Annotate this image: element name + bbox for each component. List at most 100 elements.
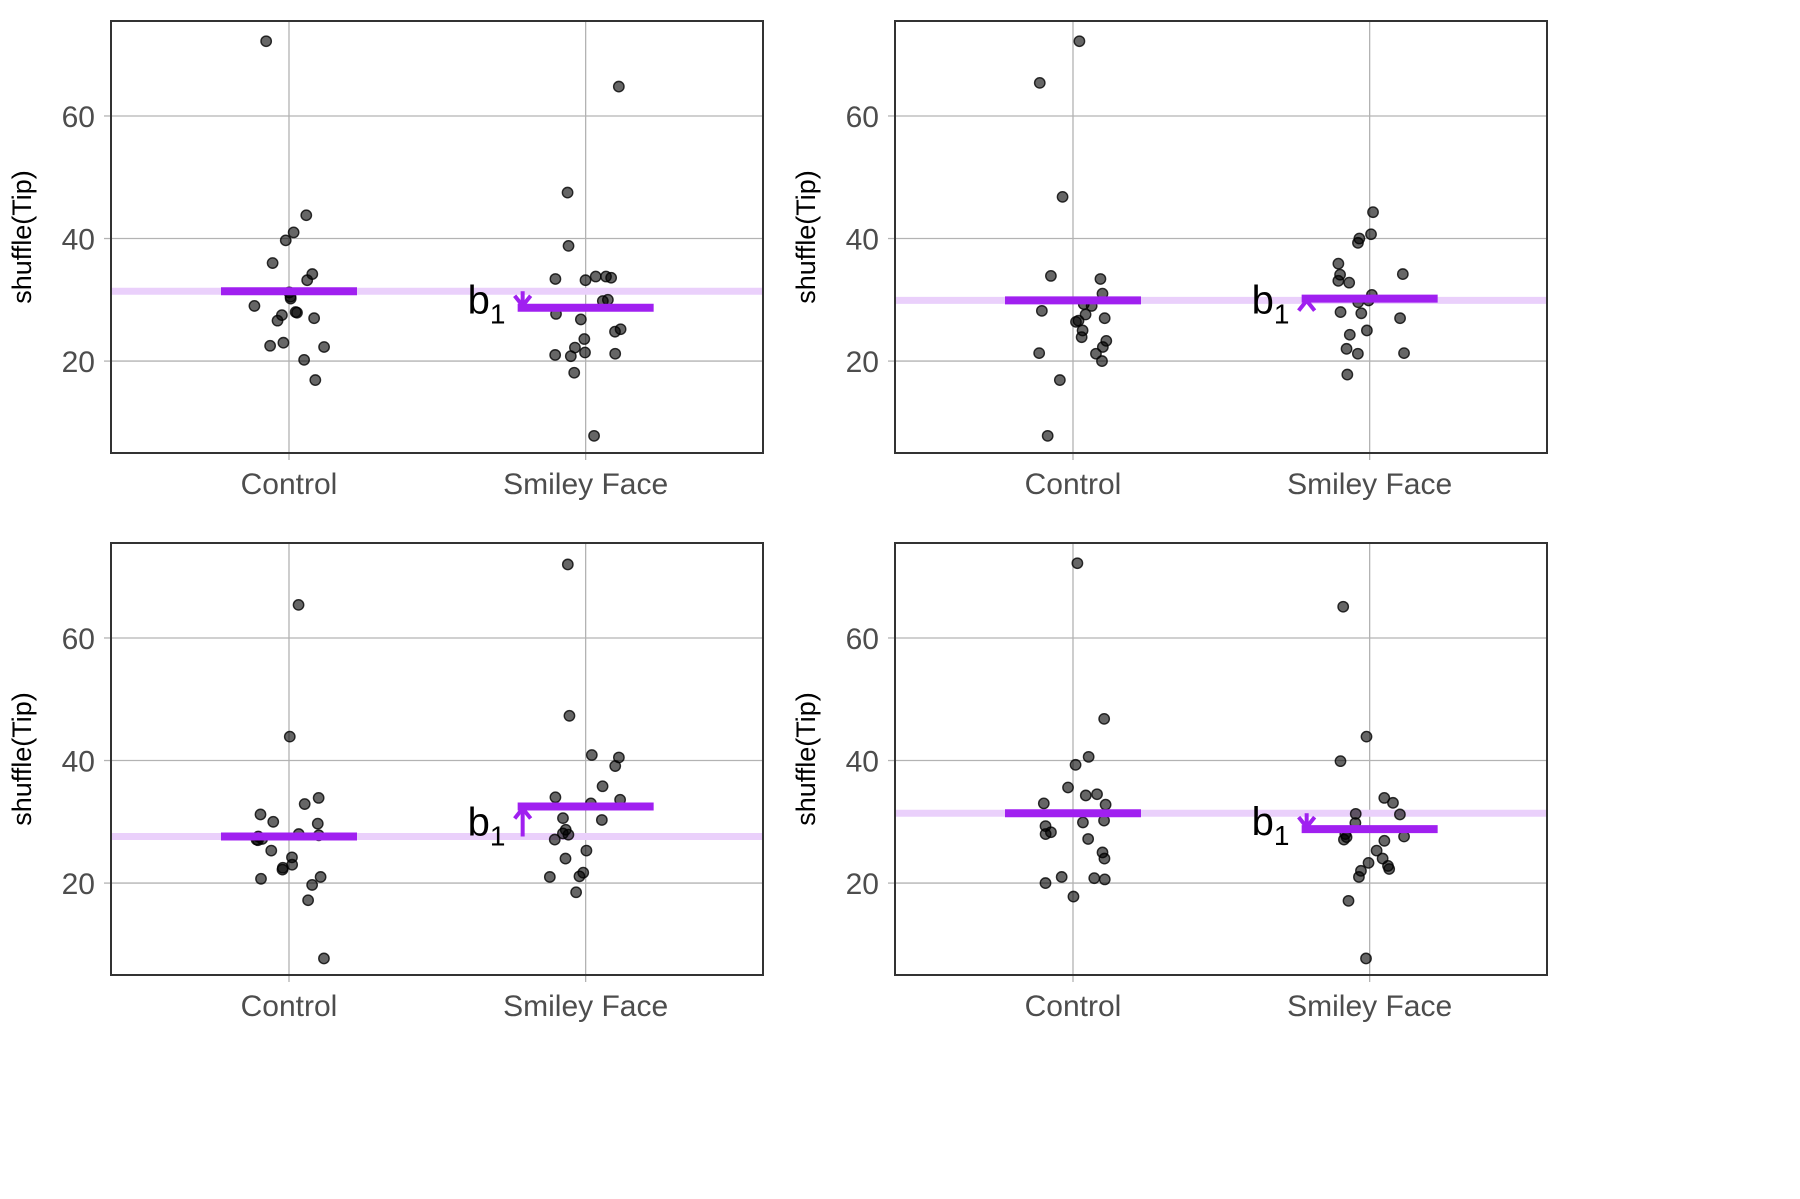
b1-label-base: b xyxy=(1252,279,1274,323)
data-point xyxy=(549,791,562,804)
data-point xyxy=(559,852,572,865)
data-point xyxy=(1033,76,1046,89)
data-point xyxy=(562,239,575,252)
data-point xyxy=(260,35,273,48)
data-point xyxy=(1334,755,1347,768)
y-tick-label: 20 xyxy=(62,868,95,901)
data-point xyxy=(578,333,591,345)
data-point xyxy=(318,341,330,353)
x-tick-label: Smiley Face xyxy=(1287,468,1452,501)
y-tick-label: 60 xyxy=(62,623,95,656)
panel-border xyxy=(894,542,1548,976)
x-tick-label: Smiley Face xyxy=(1287,990,1452,1023)
data-point xyxy=(1378,834,1391,847)
data-point xyxy=(580,844,593,857)
panel-border xyxy=(110,542,764,976)
plot-background xyxy=(111,543,763,975)
x-tick-label: Smiley Face xyxy=(503,990,668,1023)
data-point xyxy=(1360,952,1372,965)
data-point xyxy=(605,271,618,284)
data-point xyxy=(609,347,622,360)
data-point xyxy=(1091,788,1103,801)
panel-border xyxy=(894,20,1548,454)
data-point xyxy=(298,798,311,810)
data-point xyxy=(574,313,587,326)
data-point xyxy=(291,306,303,319)
data-point xyxy=(318,952,330,965)
panel-top-left: 20 40 60 Control Smiley Face shuffle(Tip) b1 xyxy=(7,20,764,501)
data-point xyxy=(1082,833,1095,845)
b1-label-subscript: 1 xyxy=(490,821,506,852)
b1-label: b1 xyxy=(1252,800,1290,851)
data-point xyxy=(292,598,305,611)
data-point xyxy=(1378,792,1391,804)
data-point xyxy=(255,872,267,885)
data-point xyxy=(549,273,562,285)
x-tick-label: Control xyxy=(241,990,338,1023)
data-point xyxy=(308,312,321,325)
data-point xyxy=(573,870,586,883)
data-point xyxy=(309,374,322,386)
data-point xyxy=(612,80,625,93)
data-point xyxy=(1056,190,1069,203)
data-point xyxy=(1041,429,1054,442)
data-point xyxy=(1098,873,1111,886)
x-tick-label: Control xyxy=(1025,990,1122,1023)
data-point xyxy=(306,879,319,891)
data-point xyxy=(1098,712,1111,725)
data-point xyxy=(589,270,602,283)
data-point xyxy=(265,844,278,857)
data-point xyxy=(1067,890,1080,903)
data-point xyxy=(1387,796,1399,809)
data-point xyxy=(1367,206,1379,219)
b1-label-base: b xyxy=(1252,800,1274,844)
data-point xyxy=(557,812,569,825)
y-tick-label: 40 xyxy=(62,746,95,779)
panel-border xyxy=(110,20,764,454)
data-point xyxy=(588,429,600,442)
data-point xyxy=(287,226,300,239)
data-point xyxy=(1343,328,1356,341)
data-point xyxy=(1037,797,1050,810)
data-point xyxy=(1070,315,1082,328)
x-tick-label: Control xyxy=(1025,468,1122,501)
data-point xyxy=(1082,750,1095,763)
data-point xyxy=(300,209,313,222)
data-point xyxy=(1334,306,1347,318)
data-point xyxy=(1332,274,1345,287)
data-point xyxy=(314,871,327,883)
y-axis-title: shuffle(Tip) xyxy=(791,692,821,826)
y-tick-label: 60 xyxy=(846,623,879,656)
data-point xyxy=(1088,872,1101,885)
data-point xyxy=(1096,341,1109,353)
data-point xyxy=(248,300,261,312)
data-point xyxy=(1073,35,1086,48)
data-point xyxy=(1370,844,1383,857)
data-point xyxy=(1355,307,1368,320)
data-point xyxy=(561,558,574,571)
b1-label-subscript: 1 xyxy=(1274,820,1290,851)
data-point xyxy=(1394,808,1406,821)
panel-top-right: 20 40 60 Control Smiley Face shuffle(Tip) b1 xyxy=(791,20,1548,501)
data-point xyxy=(1077,816,1089,829)
data-point xyxy=(1332,257,1345,270)
data-point xyxy=(543,871,556,883)
b1-label: b1 xyxy=(1252,279,1290,330)
data-point xyxy=(1071,557,1084,570)
data-point xyxy=(549,349,562,361)
data-point xyxy=(279,234,292,247)
data-point xyxy=(561,186,574,199)
y-tick-label: 60 xyxy=(846,101,879,134)
data-point xyxy=(564,350,577,363)
data-point xyxy=(1055,871,1068,883)
b1-label-base: b xyxy=(468,801,490,845)
data-point xyxy=(266,257,279,269)
data-point xyxy=(1360,324,1373,337)
y-tick-label: 60 xyxy=(62,101,95,134)
b1-arrow-head xyxy=(1297,815,1317,831)
data-point xyxy=(1341,368,1354,381)
data-point xyxy=(302,894,315,907)
data-point xyxy=(312,792,325,804)
data-point xyxy=(1383,863,1396,875)
y-axis-title: shuffle(Tip) xyxy=(7,692,37,826)
